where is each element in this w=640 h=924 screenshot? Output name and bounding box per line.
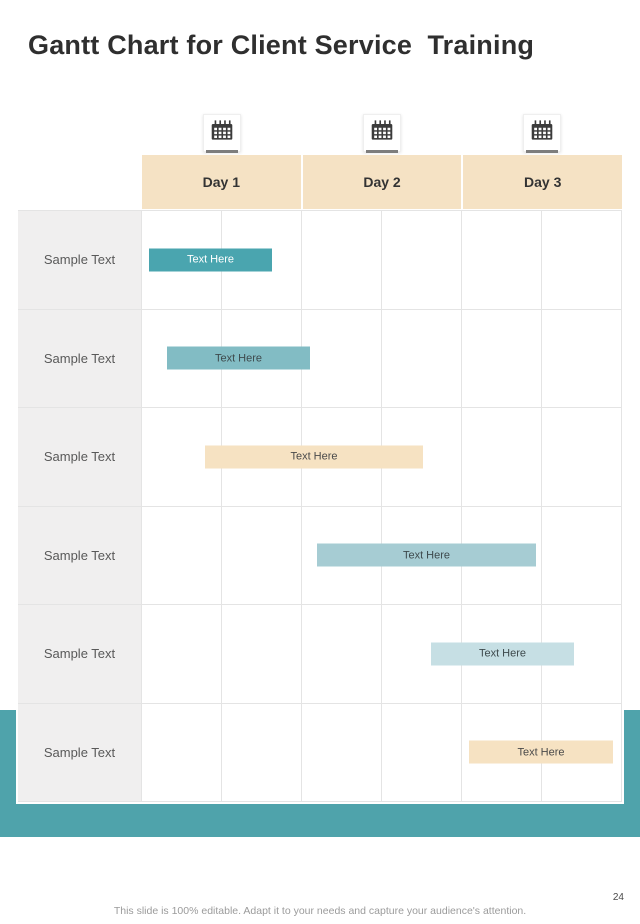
gantt-table-wrap: Sample Text Text Here Sample Text Text H… <box>16 208 624 804</box>
row-bar-area: Text Here <box>142 408 622 506</box>
gantt-row: Sample Text Text Here <box>18 408 622 507</box>
day-header-row: Day 1 Day 2 Day 3 <box>142 155 623 209</box>
gantt-bar: Text Here <box>469 740 613 764</box>
row-bar-area: Text Here <box>142 506 622 604</box>
gantt-bar: Text Here <box>317 543 536 567</box>
gantt-row: Sample Text Text Here <box>18 506 622 605</box>
calendar-card <box>363 114 401 153</box>
day-header-cell: Day 3 <box>461 155 623 209</box>
day-header-cell: Day 2 <box>300 155 462 209</box>
row-bar-area: Text Here <box>142 703 622 801</box>
gantt-row: Sample Text Text Here <box>18 605 622 704</box>
calendar-card-shadow-line <box>366 150 398 153</box>
calendar-icon <box>369 118 395 149</box>
page-title: Gantt Chart for Client Service Training <box>28 30 535 60</box>
row-bar-area: Text Here <box>142 211 622 309</box>
day-header-cell: Day 1 <box>142 155 301 209</box>
calendar-icon <box>529 118 555 149</box>
row-label: Sample Text <box>18 506 142 604</box>
calendar-icon <box>209 118 235 149</box>
calendar-card <box>203 114 241 153</box>
gantt-bar: Text Here <box>431 642 574 666</box>
row-bar-area: Text Here <box>142 605 622 703</box>
gantt-bar: Text Here <box>149 248 272 272</box>
gantt-row: Sample Text Text Here <box>18 211 622 310</box>
row-label: Sample Text <box>18 309 142 407</box>
row-label: Sample Text <box>18 211 142 309</box>
footer-note: This slide is 100% editable. Adapt it to… <box>113 905 527 917</box>
gantt-row: Sample Text Text Here <box>18 309 622 408</box>
gantt-bar: Text Here <box>167 346 310 370</box>
row-label: Sample Text <box>18 408 142 506</box>
row-label: Sample Text <box>18 605 142 703</box>
page-number: 24 <box>612 892 624 903</box>
gantt-table: Sample Text Text Here Sample Text Text H… <box>18 210 622 802</box>
row-bar-area: Text Here <box>142 309 622 407</box>
calendar-card <box>523 114 561 153</box>
calendar-card-shadow-line <box>526 150 558 153</box>
gantt-row: Sample Text Text Here <box>18 703 622 802</box>
gantt-bar: Text Here <box>205 445 423 469</box>
row-label: Sample Text <box>18 703 142 801</box>
calendar-card-shadow-line <box>206 150 238 153</box>
